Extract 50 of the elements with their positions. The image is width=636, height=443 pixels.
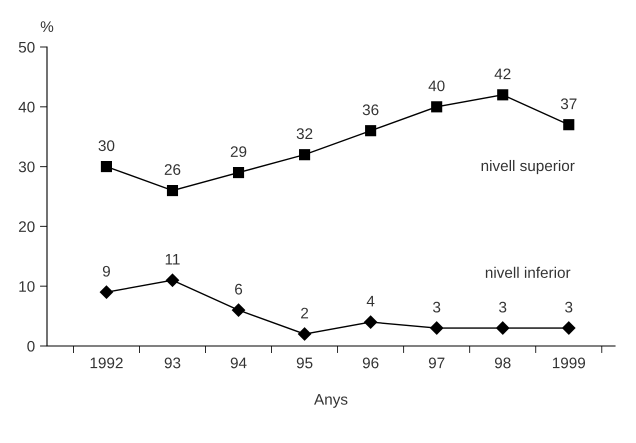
point: [496, 321, 510, 335]
point: [100, 286, 114, 299]
y-axis-title: %: [40, 21, 54, 32]
x-axis-title: Anys: [314, 394, 348, 408]
data-label: 3: [499, 302, 506, 313]
data-label: 29: [230, 146, 246, 158]
y-tick-label: 30: [18, 161, 35, 172]
data-label: 37: [560, 98, 576, 110]
data-label: 11: [166, 254, 180, 265]
data-label: 4: [366, 296, 374, 306]
x-tick-label: 97: [428, 358, 444, 368]
point: [431, 101, 442, 112]
point: [299, 149, 310, 160]
point: [364, 315, 378, 329]
x-tick-label: 98: [494, 358, 511, 368]
point: [232, 304, 246, 317]
x-tick-label: 96: [362, 358, 378, 368]
x-tick-label: 1999: [552, 358, 586, 368]
data-label: 32: [296, 128, 312, 140]
data-label: 30: [98, 140, 114, 152]
point: [298, 327, 312, 341]
point: [430, 321, 444, 335]
data-label: 6: [235, 284, 242, 295]
data-label: 3: [433, 302, 440, 313]
x-tick-label: 94: [230, 358, 247, 368]
point: [365, 125, 376, 136]
y-tick-label: 0: [27, 340, 35, 352]
data-label: 2: [301, 308, 308, 318]
point: [562, 321, 576, 335]
x-tick-label: 93: [164, 358, 180, 368]
x-tick-label: 1992: [90, 358, 123, 368]
data-label: 36: [362, 104, 378, 116]
point: [100, 161, 112, 172]
series-label: nivell superior: [482, 160, 575, 174]
y-tick-label: 10: [19, 281, 35, 292]
x-tick-label: 95: [296, 358, 312, 368]
point: [563, 119, 574, 130]
point: [497, 89, 508, 100]
point: [232, 167, 244, 178]
data-label: 40: [428, 80, 445, 92]
data-label: 26: [164, 164, 180, 175]
text: nivell inferior: [486, 266, 570, 278]
point: [166, 184, 178, 196]
y-tick-label: 20: [18, 221, 35, 232]
data-label: 3: [565, 302, 572, 313]
y-tick-label: 50: [18, 42, 35, 53]
y-tick-label: 40: [18, 102, 35, 112]
data-label: 9: [102, 266, 110, 277]
point: [166, 274, 180, 287]
data-label: 42: [494, 68, 510, 80]
